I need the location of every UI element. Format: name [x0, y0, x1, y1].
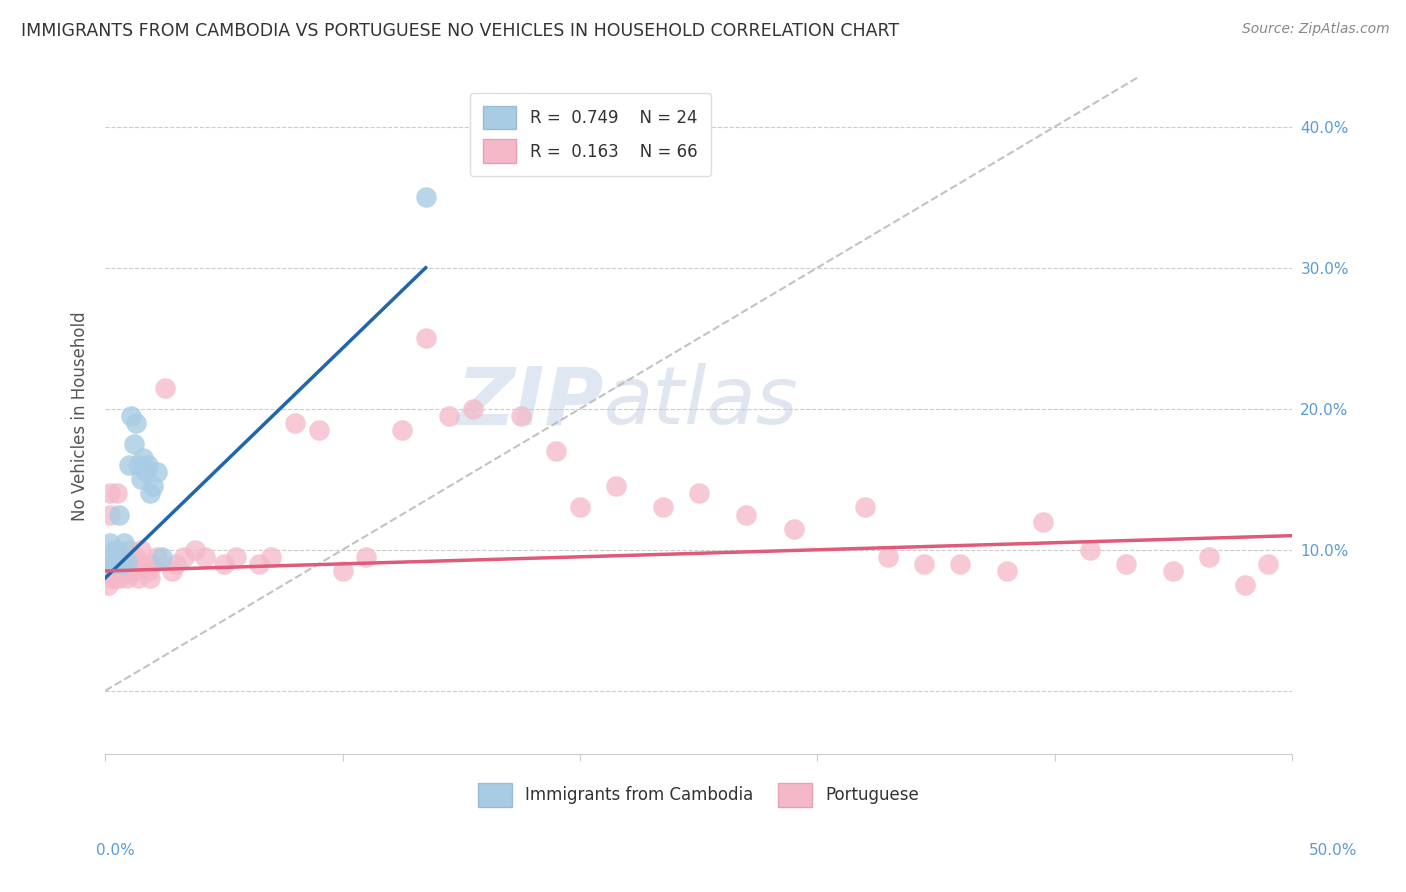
Point [461, 401, 484, 416]
Point [853, 500, 876, 515]
Point [165, 557, 187, 571]
Point [568, 500, 591, 515]
Point [104, 542, 127, 557]
Point [105, 542, 128, 557]
Y-axis label: No Vehicles in Household: No Vehicles in Household [72, 311, 89, 521]
Point [782, 522, 804, 536]
Text: atlas: atlas [603, 363, 799, 442]
Point [546, 444, 568, 458]
Point [1032, 515, 1054, 529]
Point [125, 549, 148, 564]
Point [101, 571, 124, 585]
Point [127, 458, 149, 472]
Point [995, 564, 1018, 578]
Point [112, 535, 135, 549]
Point [308, 423, 330, 437]
Point [135, 465, 157, 479]
Point [120, 557, 142, 571]
Point [98, 535, 121, 549]
Point [356, 549, 378, 564]
Point [98, 486, 121, 500]
Point [98, 508, 121, 522]
Point [108, 508, 131, 522]
Point [105, 552, 128, 566]
Point [112, 557, 135, 571]
Point [1115, 557, 1137, 571]
Point [509, 409, 531, 423]
Point [139, 486, 162, 500]
Point [125, 416, 148, 430]
Text: 0.0%: 0.0% [96, 843, 135, 858]
Point [112, 564, 135, 578]
Point [153, 381, 176, 395]
Point [120, 409, 142, 423]
Point [122, 564, 145, 578]
Text: 50.0%: 50.0% [1309, 843, 1357, 858]
Point [949, 557, 972, 571]
Point [225, 549, 247, 564]
Point [136, 458, 159, 472]
Point [332, 564, 354, 578]
Point [101, 557, 124, 571]
Point [132, 559, 155, 574]
Point [104, 557, 127, 571]
Point [1078, 542, 1101, 557]
Point [212, 557, 235, 571]
Point [104, 571, 127, 585]
Point [1257, 557, 1279, 571]
Point [194, 549, 217, 564]
Point [115, 554, 138, 568]
Text: Source: ZipAtlas.com: Source: ZipAtlas.com [1241, 22, 1389, 37]
Point [439, 409, 461, 423]
Point [877, 549, 900, 564]
Point [160, 564, 183, 578]
Point [735, 508, 758, 522]
Point [415, 331, 437, 345]
Point [136, 564, 159, 578]
Point [142, 557, 165, 571]
Point [132, 451, 155, 466]
Point [111, 557, 134, 571]
Point [184, 542, 207, 557]
Point [1163, 564, 1185, 578]
Point [142, 479, 165, 493]
Point [129, 472, 152, 486]
Point [97, 578, 120, 592]
Point [415, 190, 437, 204]
Point [1198, 549, 1220, 564]
Point [98, 549, 121, 564]
Point [108, 557, 131, 571]
Point [101, 557, 124, 571]
Point [127, 571, 149, 585]
Point [146, 549, 169, 564]
Point [1233, 578, 1256, 592]
Point [173, 549, 195, 564]
Text: IMMIGRANTS FROM CAMBODIA VS PORTUGUESE NO VEHICLES IN HOUSEHOLD CORRELATION CHAR: IMMIGRANTS FROM CAMBODIA VS PORTUGUESE N… [21, 22, 900, 40]
Point [284, 416, 307, 430]
Point [105, 564, 128, 578]
Point [118, 542, 141, 557]
Point [652, 500, 675, 515]
Point [118, 458, 141, 472]
Point [605, 479, 627, 493]
Point [115, 571, 138, 585]
Point [129, 542, 152, 557]
Point [111, 564, 134, 578]
Text: ZIP: ZIP [457, 363, 603, 442]
Point [105, 486, 128, 500]
Point [912, 557, 935, 571]
Point [108, 571, 131, 585]
Point [688, 486, 710, 500]
Legend: Immigrants from Cambodia, Portuguese: Immigrants from Cambodia, Portuguese [472, 777, 925, 814]
Point [122, 437, 145, 451]
Point [139, 571, 162, 585]
Point [118, 564, 141, 578]
Point [111, 549, 134, 564]
Point [391, 423, 413, 437]
Point [150, 549, 173, 564]
Point [249, 557, 271, 571]
Point [260, 549, 283, 564]
Point [146, 465, 169, 479]
